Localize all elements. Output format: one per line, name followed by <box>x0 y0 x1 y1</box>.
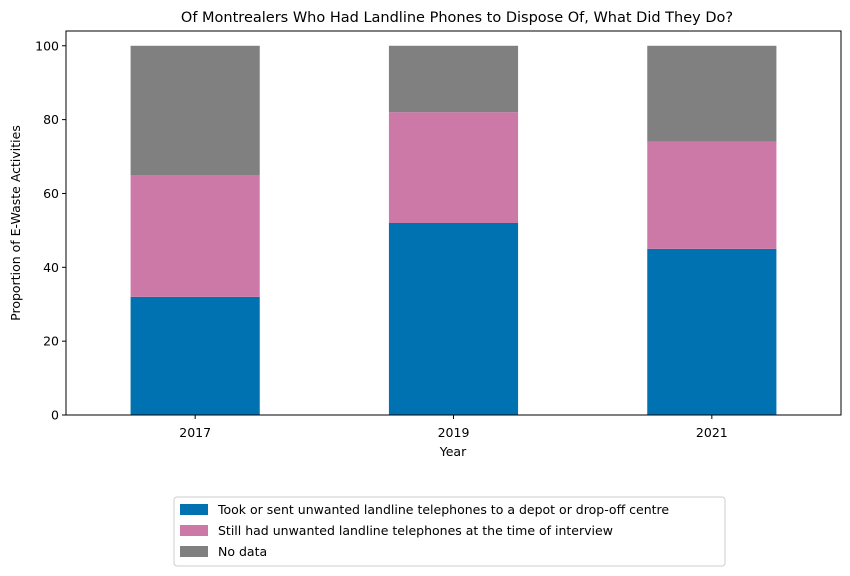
legend-swatch <box>180 525 208 536</box>
bar-2019-series-1 <box>388 223 519 415</box>
chart-title: Of Montrealers Who Had Landline Phones t… <box>181 10 733 26</box>
y-tick-label: 0 <box>51 408 59 423</box>
y-tick-label: 60 <box>43 186 59 201</box>
x-tick-label: 2017 <box>179 425 211 440</box>
bar-2019-series-2 <box>388 112 519 223</box>
y-tick-label: 40 <box>43 260 59 275</box>
x-axis-ticks: 2017 2019 2021 <box>179 415 728 440</box>
legend-swatch <box>180 504 208 515</box>
legend-frame <box>173 496 726 567</box>
bar-2017-series-3 <box>130 45 260 176</box>
bar-2021-series-1 <box>647 248 777 415</box>
bars-layer <box>130 45 777 415</box>
legend: Took or sent unwanted landline telephone… <box>173 496 726 567</box>
x-tick-label: 2021 <box>696 425 728 440</box>
legend-label: Took or sent unwanted landline telephone… <box>217 502 669 517</box>
legend-label: Still had unwanted landline telephones a… <box>218 523 613 538</box>
bar-2019-series-3 <box>388 45 519 113</box>
y-tick-label: 100 <box>35 38 59 53</box>
x-tick-label: 2019 <box>438 425 470 440</box>
y-tick-label: 20 <box>43 334 59 349</box>
y-tick-label: 80 <box>43 112 59 127</box>
bar-2021-series-3 <box>647 45 777 142</box>
bar-2021-series-2 <box>647 141 777 249</box>
y-axis-label: Proportion of E-Waste Activities <box>8 125 23 321</box>
bar-2017-series-2 <box>130 175 260 297</box>
legend-swatch <box>180 546 208 557</box>
legend-label: No data <box>218 544 267 559</box>
y-axis-ticks: 0 20 40 60 80 100 <box>35 38 66 423</box>
x-axis-label: Year <box>439 444 467 459</box>
bar-2017-series-1 <box>130 296 260 415</box>
